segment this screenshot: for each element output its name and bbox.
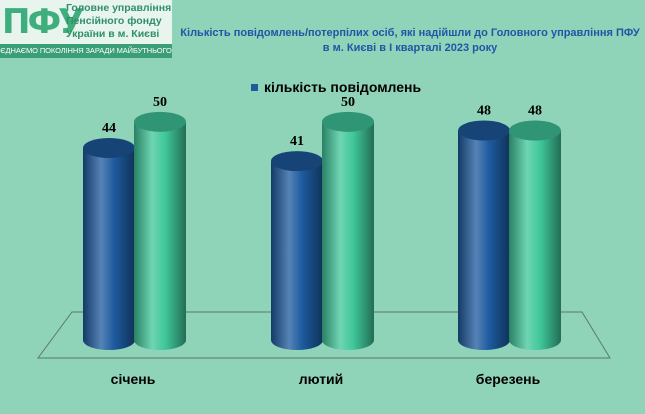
category-label: січень	[111, 371, 156, 387]
legend-swatch	[251, 84, 258, 91]
category-label: лютий	[299, 371, 344, 387]
bar-березень-series-2	[509, 130, 561, 350]
bar-лютий-series-2	[322, 121, 374, 351]
bar-top-січень-series-2	[134, 111, 186, 132]
data-label: 48	[528, 104, 542, 119]
bar-top-січень-series-1	[83, 138, 135, 158]
org-name-line-1: Головне управління	[66, 2, 172, 14]
chart-title-line-2: в м. Києві в І кварталі 2023 року	[322, 42, 498, 54]
bar-top-лютий-series-2	[322, 111, 374, 132]
data-label: 50	[153, 95, 167, 110]
chart-title-line-1: Кількість повідомлень/потерпілих осіб, я…	[180, 27, 640, 39]
motto-banner: ЄДНАЄМО ПОКОЛІННЯ ЗАРАДИ МАЙБУТНЬОГО	[0, 44, 172, 58]
bar-січень-series-2	[134, 121, 186, 351]
legend-label: кількість повідомлень	[264, 79, 421, 95]
data-label: 48	[477, 104, 491, 119]
category-label: березень	[476, 371, 541, 387]
bar-top-березень-series-2	[509, 120, 561, 141]
bar-січень-series-1	[83, 148, 135, 350]
bar-top-березень-series-1	[458, 120, 510, 141]
data-label: 41	[290, 134, 304, 149]
data-label: 44	[102, 121, 116, 136]
org-name-line-2: Пенсійного фонду	[66, 15, 162, 27]
bar-березень-series-1	[458, 130, 510, 350]
org-name-line-3: України в м. Києві	[66, 28, 160, 40]
logo-block: ПФУ Головне управління Пенсійного фонду …	[0, 0, 172, 58]
bar-top-лютий-series-1	[271, 151, 323, 172]
data-label: 50	[341, 95, 355, 110]
bar-лютий-series-1	[271, 161, 323, 350]
